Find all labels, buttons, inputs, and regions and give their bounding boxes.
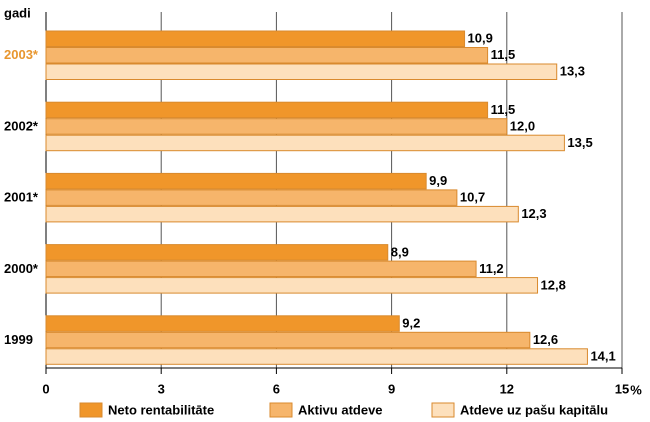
- bar: [45, 260, 477, 278]
- value-label: 8,9: [391, 244, 409, 259]
- legend-swatch: [269, 402, 293, 418]
- bar: [45, 205, 519, 223]
- bar: [45, 118, 508, 135]
- y-axis-label: gadi: [4, 5, 31, 20]
- value-label: 11,2: [479, 261, 504, 276]
- bar: [45, 189, 458, 206]
- value-label: 14,1: [590, 348, 615, 363]
- y-tick-label: 2001*: [4, 190, 39, 205]
- value-label: 13,3: [560, 64, 585, 79]
- value-label: 11,5: [491, 47, 516, 62]
- x-tick-label: 6: [273, 381, 280, 396]
- bar: [45, 277, 539, 294]
- value-label: 9,2: [402, 315, 420, 330]
- y-tick-label: 2000*: [4, 261, 39, 276]
- bar: [45, 331, 531, 349]
- bar: [45, 134, 565, 152]
- value-label: 10,9: [468, 31, 493, 46]
- value-label: 13,5: [567, 135, 592, 150]
- value-label: 12,8: [541, 277, 566, 292]
- bar: [45, 244, 389, 261]
- bar: [45, 315, 400, 332]
- value-label: 12,6: [533, 332, 558, 347]
- bar: [45, 348, 588, 365]
- legend-swatch: [431, 402, 455, 418]
- legend-label: Aktivu atdeve: [298, 402, 383, 417]
- x-tick-label: 12: [500, 381, 514, 396]
- bar: [45, 63, 558, 80]
- x-tick-label: 3: [158, 381, 165, 396]
- value-label: 9,9: [429, 173, 447, 188]
- legend-label: Neto rentabilitāte: [108, 402, 214, 417]
- y-tick-label: 2002*: [4, 118, 39, 133]
- x-axis-label: %: [630, 382, 642, 397]
- value-label: 12,0: [510, 118, 535, 133]
- value-label: 12,3: [521, 206, 546, 221]
- legend-swatch: [79, 402, 103, 418]
- y-tick-label: 1999: [4, 332, 33, 347]
- x-tick-label: 15: [615, 381, 629, 396]
- value-label: 11,5: [491, 102, 516, 117]
- bar: [45, 172, 427, 190]
- x-tick-label: 9: [388, 381, 395, 396]
- y-tick-label: 2003*: [4, 47, 39, 62]
- bar: [45, 30, 466, 47]
- value-label: 10,7: [460, 190, 485, 205]
- x-tick-label: 0: [42, 381, 49, 396]
- bar: [45, 101, 489, 119]
- bar: [45, 47, 489, 64]
- legend-label: Atdeve uz pašu kapitālu: [460, 402, 608, 417]
